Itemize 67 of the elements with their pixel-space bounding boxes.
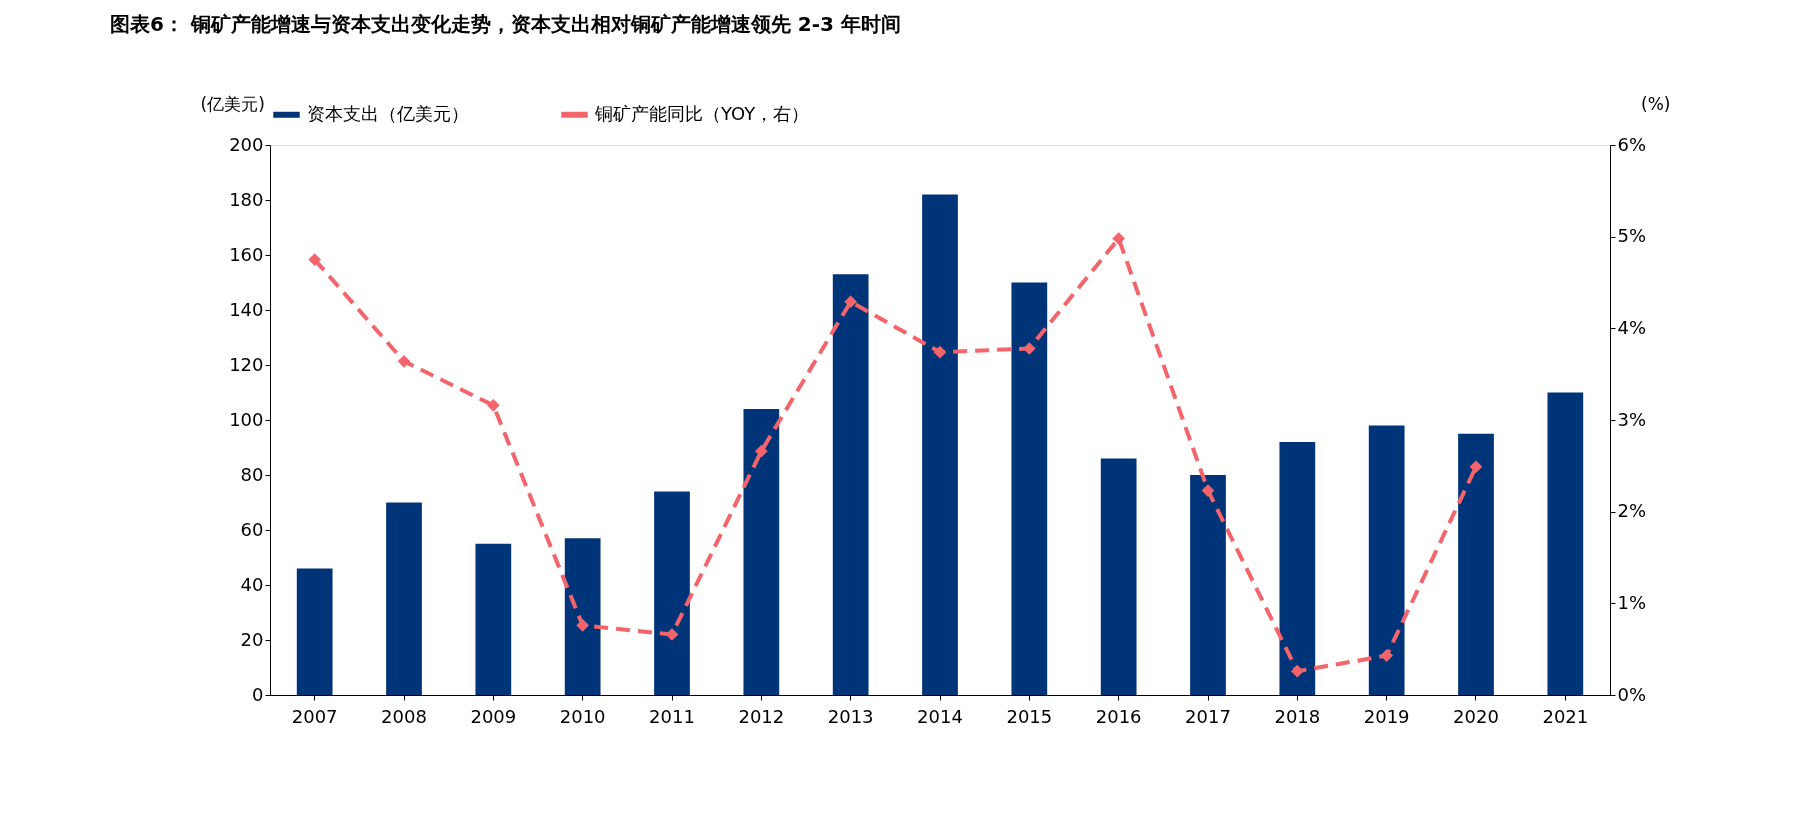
bar xyxy=(475,543,512,695)
x-tick-label: 2015 xyxy=(1006,705,1053,727)
bar xyxy=(743,409,780,695)
point xyxy=(933,345,947,359)
bar xyxy=(296,568,333,695)
y2-tick-label: 5% xyxy=(1617,225,1647,247)
y-tick-label: 60 xyxy=(240,518,264,540)
y2-tick-label: 1% xyxy=(1617,591,1647,613)
bar xyxy=(564,538,601,695)
x-tick-label: 2018 xyxy=(1274,705,1321,727)
y-tick-label: 20 xyxy=(240,628,264,650)
x-tick-label: 2019 xyxy=(1363,705,1410,727)
point xyxy=(1023,342,1036,355)
bar xyxy=(1458,433,1494,695)
point xyxy=(1380,649,1393,662)
x-tick-label: 2010 xyxy=(559,705,606,727)
bar xyxy=(1368,425,1405,695)
bar xyxy=(832,274,869,695)
y-tick-label: 120 xyxy=(229,353,264,375)
point xyxy=(308,253,321,266)
bar xyxy=(386,502,422,695)
chart-title: 图表6： 铜矿产能增速与资本支出变化走势，资本支出相对铜矿产能增速领先 2-3 年时间 xyxy=(110,12,901,36)
y2-tick-label: 2% xyxy=(1617,500,1647,522)
bar xyxy=(1547,392,1584,695)
y2-axis-title: (%) xyxy=(1641,93,1671,114)
x-tick-label: 2014 xyxy=(917,705,963,727)
y2-tick-label: 6% xyxy=(1617,133,1647,155)
y2-tick-label: 3% xyxy=(1617,408,1647,430)
point xyxy=(397,355,411,368)
x-tick-label: 2020 xyxy=(1453,705,1499,727)
y-tick-label: 100 xyxy=(229,408,264,430)
point xyxy=(1201,484,1215,497)
x-tick-label: 2009 xyxy=(470,705,517,727)
y-tick-label: 80 xyxy=(240,463,264,485)
y-tick-label: 0 xyxy=(252,683,264,705)
point xyxy=(1469,460,1483,474)
x-tick-label: 2013 xyxy=(827,705,874,727)
point xyxy=(755,444,768,458)
legend-label: 铜矿产能同比（YOY，右） xyxy=(594,102,810,124)
x-tick-label: 2012 xyxy=(738,705,785,727)
point xyxy=(487,399,500,412)
point xyxy=(1291,664,1304,678)
point xyxy=(576,619,589,632)
bar xyxy=(1011,282,1048,695)
y-tick-label: 180 xyxy=(229,188,264,210)
point xyxy=(844,295,857,309)
y-tick-label: 160 xyxy=(229,243,264,265)
legend-label: 资本支出（亿美元） xyxy=(307,102,469,124)
x-tick-label: 2007 xyxy=(291,705,338,727)
point xyxy=(665,628,679,641)
y-tick-label: 40 xyxy=(240,573,264,595)
y-tick-label: 140 xyxy=(229,298,264,320)
x-tick-label: 2011 xyxy=(649,705,695,727)
x-tick-label: 2016 xyxy=(1095,705,1142,727)
bar xyxy=(1190,475,1226,695)
y2-tick-label: 4% xyxy=(1617,316,1647,338)
point xyxy=(1112,232,1125,245)
bar xyxy=(1279,442,1316,695)
x-tick-label: 2008 xyxy=(381,705,427,727)
y-axis-title: (亿美元) xyxy=(200,93,265,114)
x-tick-label: 2017 xyxy=(1185,705,1231,727)
y-tick-label: 200 xyxy=(229,133,264,155)
x-tick-label: 2021 xyxy=(1542,705,1589,727)
bar xyxy=(654,491,690,695)
y2-tick-label: 0% xyxy=(1617,683,1647,705)
bar xyxy=(1100,458,1137,695)
bar xyxy=(922,194,958,695)
